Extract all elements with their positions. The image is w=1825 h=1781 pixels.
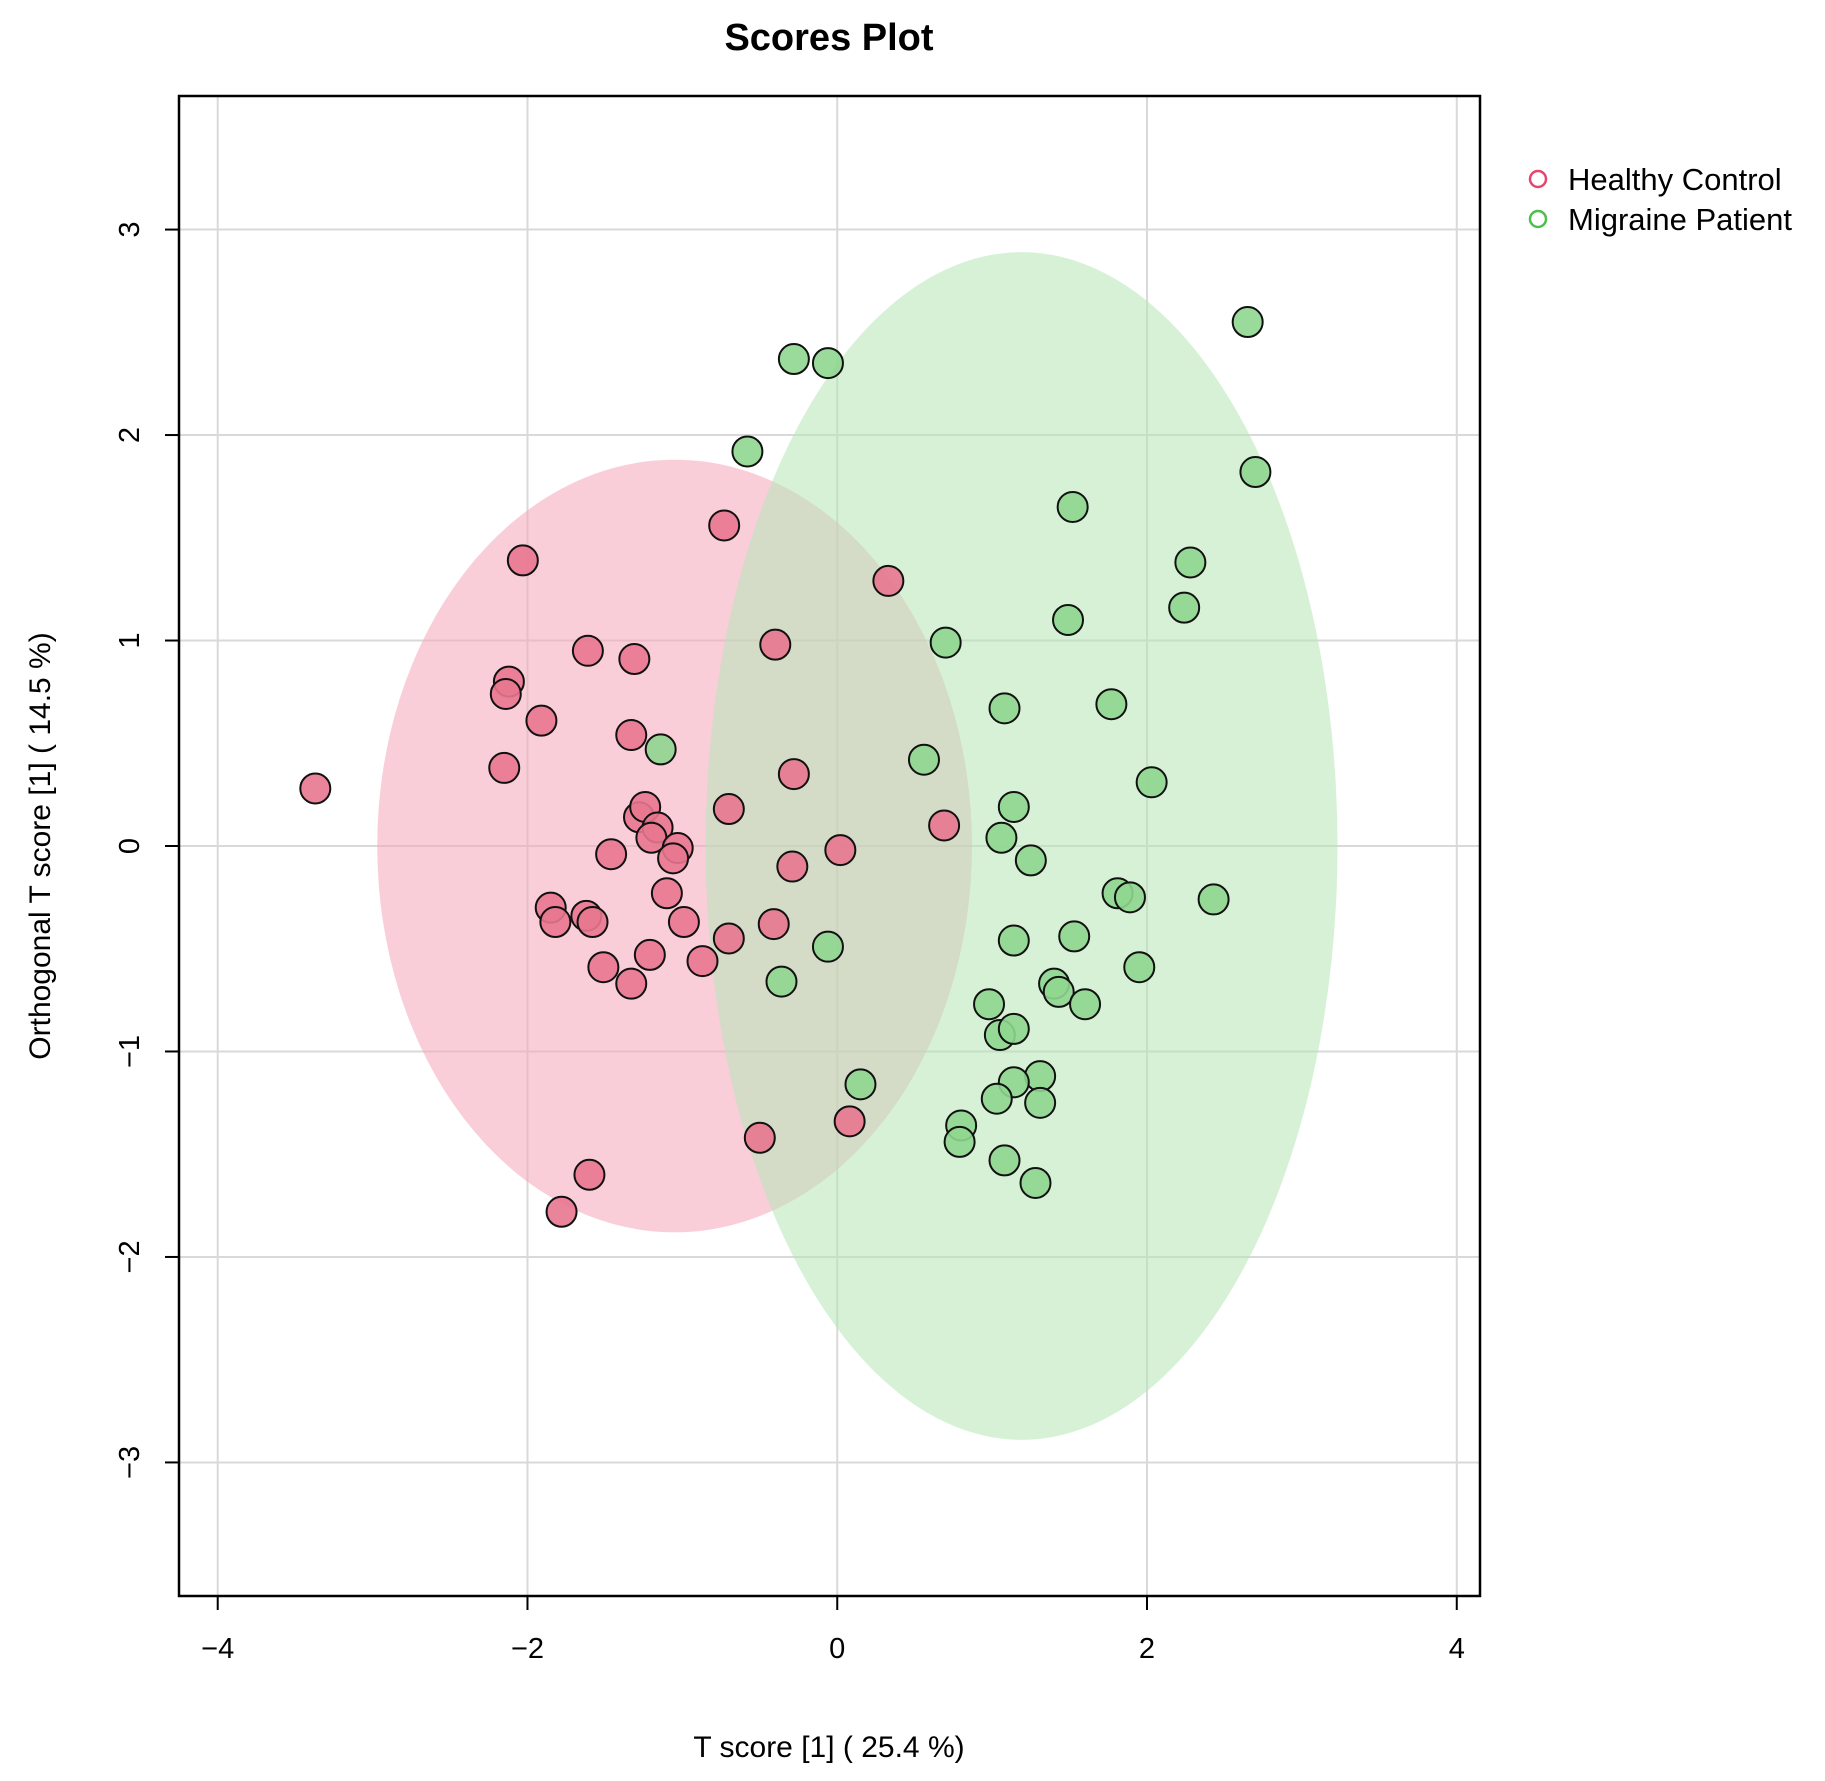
point-migraine-patient [1231,306,1264,339]
chart-title: Scores Plot [724,17,933,59]
point-healthy-control [686,945,719,978]
point-healthy-control [712,922,745,955]
x-tick-label: 0 [829,1633,845,1665]
point-migraine-patient [1239,456,1272,489]
point-migraine-patient [1042,975,1075,1008]
legend-label-migraine-patient: Migraine Patient [1568,202,1792,237]
y-tick-label: 0 [114,838,146,854]
point-migraine-patient [973,988,1006,1021]
point-migraine-patient [997,924,1030,957]
y-tick-label: 3 [114,221,146,237]
y-axis-label: Orthogonal T score [1] ( 14.5 %) [24,632,57,1059]
point-migraine-patient [644,733,677,766]
point-healthy-control [506,544,539,577]
point-migraine-patient [943,1125,976,1158]
point-healthy-control [776,850,809,883]
point-healthy-control [618,643,651,676]
point-migraine-patient [1024,1086,1057,1119]
point-healthy-control [299,772,332,805]
point-migraine-patient [929,626,962,659]
point-migraine-patient [1174,546,1207,579]
legend-marker-migraine-patient [1528,209,1548,229]
point-healthy-control [615,719,648,752]
point-migraine-patient [1168,591,1201,624]
y-tick-label: −2 [114,1240,146,1273]
ellipse-migraine-patient [705,252,1338,1440]
point-healthy-control [743,1121,776,1154]
point-migraine-patient [1019,1166,1052,1199]
point-healthy-control [650,877,683,910]
confidence-ellipses [377,252,1338,1440]
point-migraine-patient [811,347,844,380]
point-healthy-control [595,838,628,871]
x-tick-label: −4 [201,1633,234,1665]
point-healthy-control [489,677,522,710]
legend-label-healthy-control: Healthy Control [1568,162,1782,197]
point-healthy-control [587,951,620,984]
point-healthy-control [633,938,666,971]
y-tick-label: 2 [114,427,146,443]
point-migraine-patient [731,435,764,468]
point-migraine-patient [1052,603,1085,636]
point-healthy-control [615,967,648,1000]
x-tick-label: −2 [511,1633,544,1665]
point-healthy-control [571,634,604,667]
point-migraine-patient [997,790,1030,823]
y-tick-label: −1 [114,1035,146,1068]
point-healthy-control [657,842,690,875]
point-migraine-patient [844,1068,877,1101]
point-healthy-control [545,1195,578,1228]
point-healthy-control [928,809,961,842]
x-tick-label: 2 [1139,1633,1155,1665]
point-migraine-patient [988,692,1021,725]
point-migraine-patient [777,343,810,376]
point-healthy-control [525,704,558,737]
x-axis-label: T score [1] ( 25.4 %) [693,1731,964,1764]
point-migraine-patient [907,743,940,776]
point-healthy-control [576,906,609,939]
point-migraine-patient [997,1012,1030,1045]
legend-marker-healthy-control [1528,169,1548,189]
point-migraine-patient [1197,883,1230,916]
point-migraine-patient [1135,766,1168,799]
point-healthy-control [488,751,521,784]
point-migraine-patient [988,1144,1021,1177]
point-migraine-patient [1024,1060,1057,1093]
point-migraine-patient [985,821,1018,854]
point-healthy-control [757,908,790,941]
y-tick-label: 1 [114,632,146,648]
point-healthy-control [833,1105,866,1138]
point-migraine-patient [1123,951,1156,984]
legend: Healthy Control Migraine Patient [1528,162,1792,237]
axis-ticks: −4 −2 0 2 4 −3 −2 −1 0 1 2 3 [114,221,1465,1665]
score-points [299,306,1272,1228]
point-healthy-control [824,834,857,867]
point-migraine-patient [1069,988,1102,1021]
point-migraine-patient [1056,490,1089,523]
point-healthy-control [667,906,700,939]
point-migraine-patient [1113,881,1146,914]
point-healthy-control [573,1158,606,1191]
point-healthy-control [539,906,572,939]
x-tick-label: 4 [1449,1633,1465,1665]
point-healthy-control [712,793,745,826]
point-migraine-patient [1095,688,1128,721]
point-migraine-patient [1014,844,1047,877]
point-healthy-control [759,628,792,661]
point-migraine-patient [980,1082,1013,1115]
point-migraine-patient [811,930,844,963]
point-healthy-control [872,564,905,597]
point-migraine-patient [1058,920,1091,953]
y-tick-label: −3 [114,1446,146,1479]
point-migraine-patient [765,965,798,998]
point-healthy-control [708,509,741,542]
point-healthy-control [777,758,810,791]
